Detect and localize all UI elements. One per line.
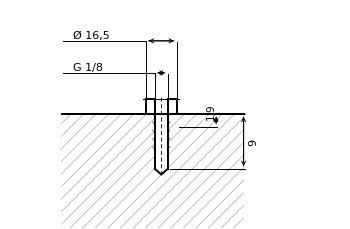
Text: 1,9: 1,9 (205, 103, 216, 120)
Text: G 1/8: G 1/8 (73, 63, 103, 72)
Polygon shape (146, 100, 177, 169)
Text: 9: 9 (248, 138, 258, 145)
Text: Ø 16,5: Ø 16,5 (73, 30, 110, 41)
